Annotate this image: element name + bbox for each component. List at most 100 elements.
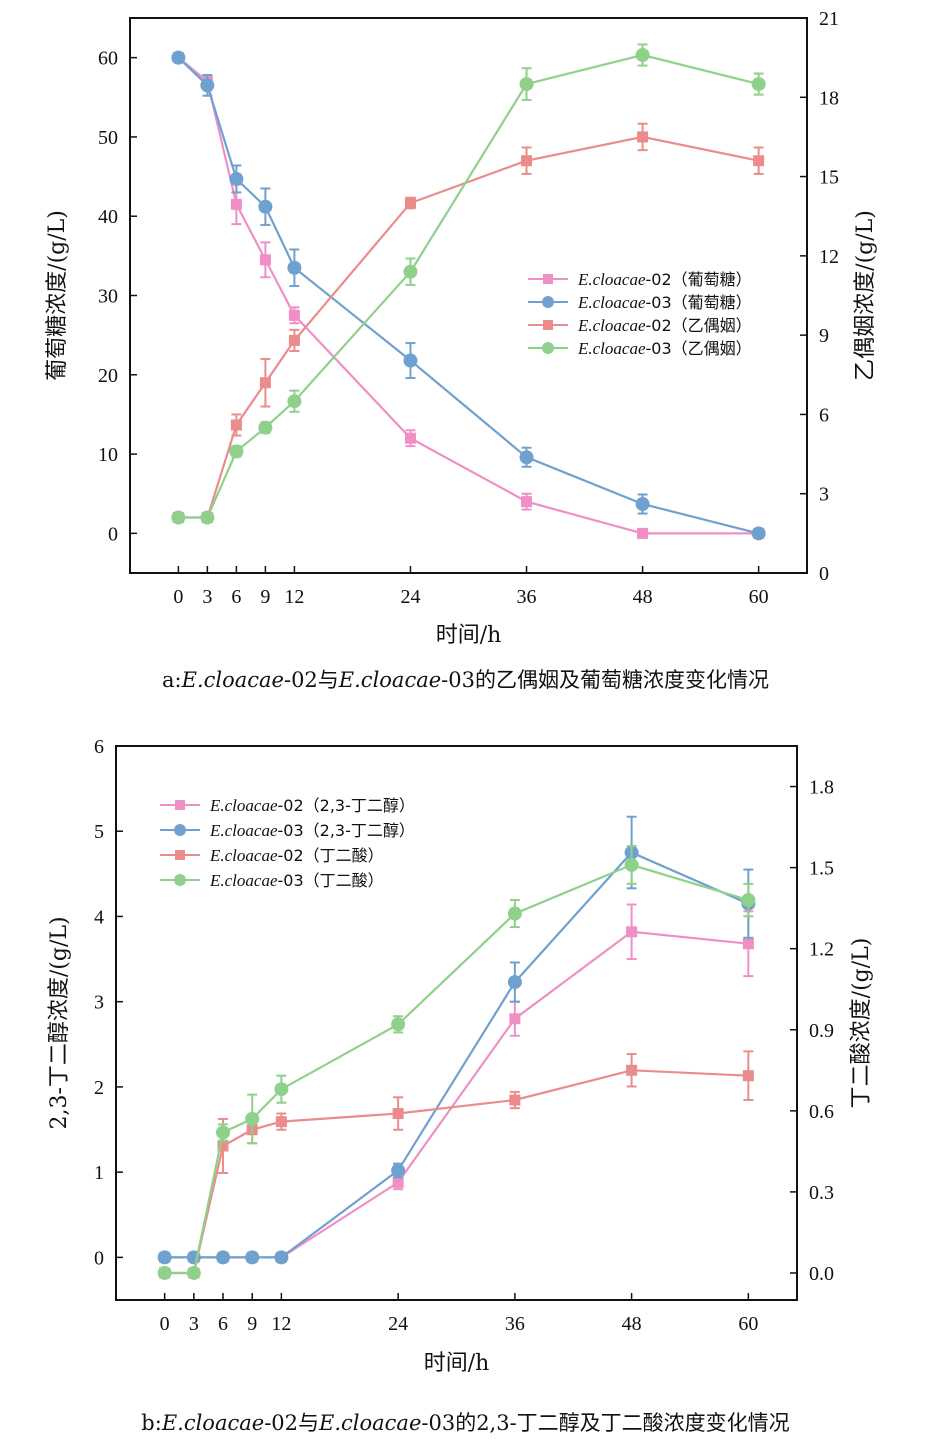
legend-marker [175, 800, 185, 810]
data-point [287, 394, 302, 409]
y-tick-label: 5 [94, 821, 104, 843]
data-point [751, 526, 766, 541]
legend-label: E.cloacae-03（丁二酸） [209, 871, 384, 890]
data-point [200, 78, 215, 93]
data-point [258, 199, 273, 214]
data-point [403, 264, 418, 279]
y2-tick-label: 9 [819, 325, 829, 347]
y2-tick-label: 1.5 [809, 858, 834, 880]
data-point [519, 450, 534, 465]
y-tick-label: 6 [94, 736, 104, 758]
legend-label: E.cloacae-03（葡萄糖） [577, 293, 752, 312]
legend-label-species: E.cloacae [577, 339, 646, 358]
data-point [259, 377, 271, 389]
legend-label-detail: -02（葡萄糖） [646, 270, 752, 289]
x-axis-label: 时间/h [436, 623, 502, 648]
y2-tick-label: 0.0 [809, 1263, 834, 1285]
legend-marker [174, 874, 186, 886]
legend-label-species: E.cloacae [577, 293, 646, 312]
x-tick-label: 48 [633, 586, 653, 608]
data-point [216, 1250, 231, 1265]
y2-axis-label: 丁二酸浓度/(g/L) [849, 938, 874, 1109]
data-point [635, 497, 650, 512]
data-point [521, 155, 533, 167]
legend-label: E.cloacae-02（乙偶姻） [577, 316, 752, 335]
data-point [741, 893, 756, 908]
data-point [507, 975, 522, 990]
y2-tick-label: 0.9 [809, 1020, 834, 1042]
legend-marker [543, 274, 553, 284]
data-point [742, 938, 754, 950]
data-point [509, 1094, 521, 1106]
legend-marker [542, 296, 554, 308]
data-point [637, 131, 649, 143]
y-tick-label: 0 [94, 1247, 104, 1269]
data-point [637, 527, 649, 539]
x-tick-label: 24 [400, 586, 420, 608]
data-point [245, 1250, 260, 1265]
data-point [186, 1265, 201, 1280]
data-point [403, 353, 418, 368]
x-tick-label: 3 [202, 586, 212, 608]
legend-label: E.cloacae-03（乙偶姻） [577, 339, 752, 358]
y-tick-label: 2 [94, 1077, 104, 1099]
legend-label-detail: -03（2,3-丁二醇） [278, 821, 415, 840]
data-point [157, 1265, 172, 1280]
legend-label-species: E.cloacae [209, 821, 278, 840]
x-tick-label: 9 [260, 586, 270, 608]
y-tick-label: 30 [98, 286, 118, 308]
y2-tick-label: 0.6 [809, 1101, 834, 1123]
y-tick-label: 0 [108, 523, 118, 545]
x-tick-label: 12 [271, 1313, 291, 1335]
legend-label: E.cloacae-02（葡萄糖） [577, 270, 752, 289]
y-tick-label: 60 [98, 48, 118, 70]
data-point [287, 260, 302, 275]
legend-label-species: E.cloacae [209, 871, 278, 890]
y-tick-label: 50 [98, 127, 118, 149]
x-tick-label: 6 [231, 586, 241, 608]
data-point [230, 419, 242, 431]
y-tick-label: 20 [98, 365, 118, 387]
y2-tick-label: 1.8 [809, 777, 834, 799]
data-point [288, 309, 300, 321]
legend-label-detail: -03（丁二酸） [278, 871, 384, 890]
y2-tick-label: 12 [819, 246, 839, 268]
data-point [245, 1111, 260, 1126]
x-tick-label: 0 [173, 586, 183, 608]
x-tick-label: 9 [247, 1313, 257, 1335]
data-point [404, 432, 416, 444]
data-point [624, 857, 639, 872]
data-point [509, 1013, 521, 1025]
y-tick-label: 1 [94, 1162, 104, 1184]
y2-tick-label: 0.3 [809, 1182, 834, 1204]
x-tick-label: 24 [388, 1313, 408, 1335]
x-tick-label: 12 [284, 586, 304, 608]
x-tick-label: 6 [218, 1313, 228, 1335]
caption-a: a:E.cloacae-02与E.cloacae-03的乙偶姻及葡萄糖浓度变化情… [162, 668, 769, 692]
legend-label-detail: -02（丁二酸） [278, 846, 384, 865]
legend-label-detail: -03（乙偶姻） [646, 339, 752, 358]
data-point [635, 48, 650, 62]
y-tick-label: 40 [98, 206, 118, 228]
x-axis-label: 时间/h [424, 1351, 490, 1376]
data-point [274, 1250, 289, 1265]
caption-b: b:E.cloacae-02与E.cloacae-03的2,3-丁二醇及丁二酸浓… [141, 1411, 790, 1435]
series-line [164, 851, 749, 1259]
y2-axis-label: 乙偶姻浓度/(g/L) [853, 210, 878, 381]
legend-label-species: E.cloacae [209, 796, 278, 815]
legend-label: E.cloacae-03（2,3-丁二醇） [209, 821, 415, 840]
y2-tick-label: 0 [819, 563, 829, 585]
data-point [171, 50, 186, 65]
data-point [626, 1064, 638, 1076]
legend-label-species: E.cloacae [209, 846, 278, 865]
series-line [164, 863, 749, 1275]
legend-label: E.cloacae-02（2,3-丁二醇） [209, 796, 415, 815]
x-tick-label: 48 [622, 1313, 642, 1335]
data-point [288, 334, 300, 346]
x-tick-label: 3 [189, 1313, 199, 1335]
data-point [259, 254, 271, 266]
legend-label-detail: -03（葡萄糖） [646, 293, 752, 312]
data-point [216, 1125, 231, 1140]
plot-frame [115, 745, 798, 1301]
